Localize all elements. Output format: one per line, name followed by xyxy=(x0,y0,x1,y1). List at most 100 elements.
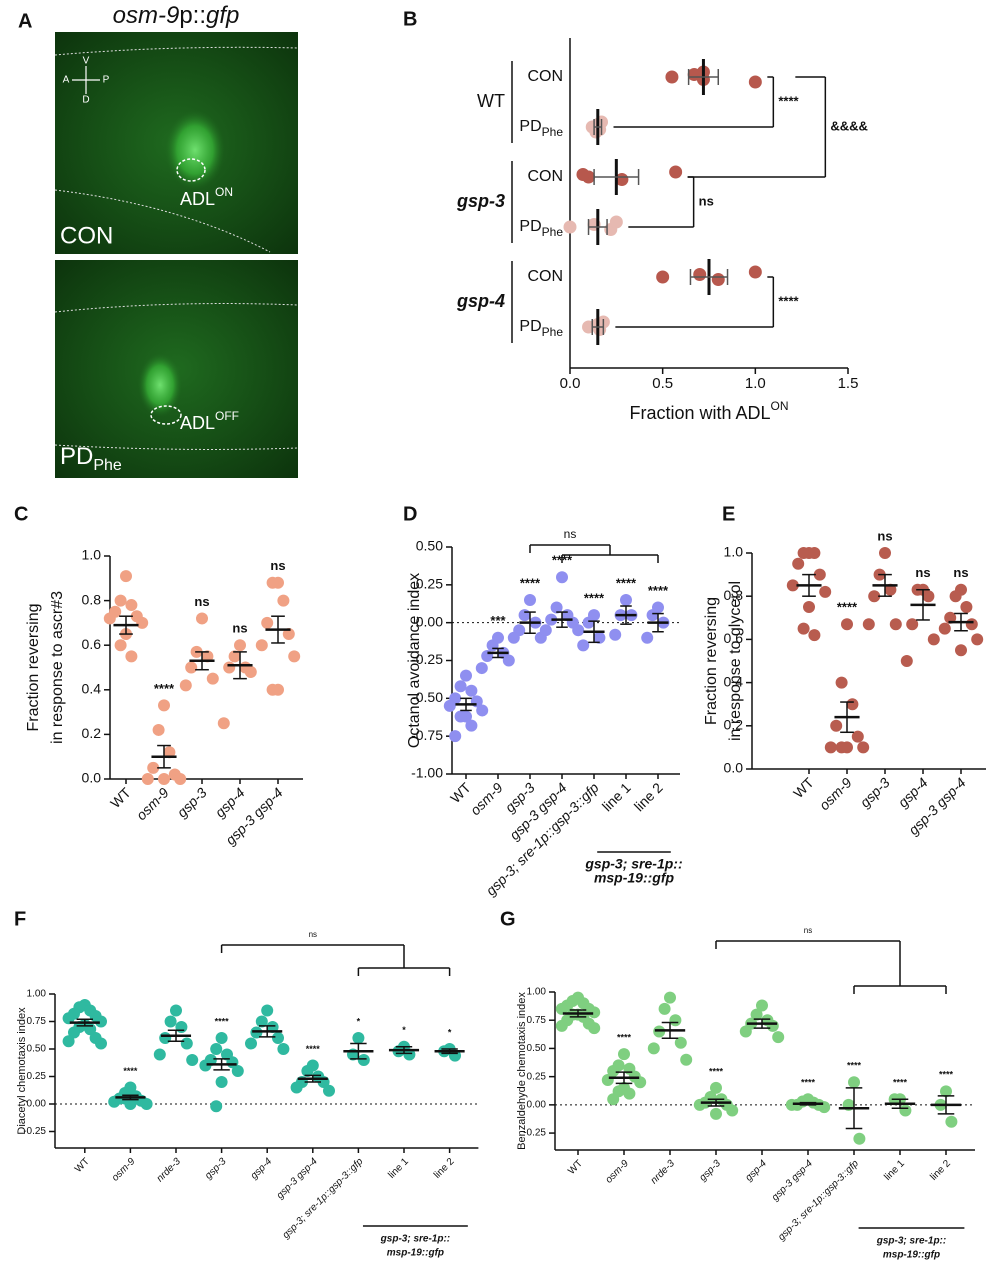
data-point xyxy=(766,1019,779,1032)
data-point xyxy=(577,639,590,652)
x-tick-label: gsp-4 xyxy=(744,1158,770,1184)
x-tick-label: gsp-3 xyxy=(698,1158,724,1184)
data-point xyxy=(656,270,670,284)
comparison-label: ns xyxy=(309,930,317,939)
data-point xyxy=(879,547,891,559)
data-point xyxy=(971,633,984,646)
data-point xyxy=(141,773,154,785)
x-tick-label: nrde-3 xyxy=(649,1158,678,1187)
data-point xyxy=(524,593,536,606)
data-point xyxy=(206,672,219,685)
data-point xyxy=(125,599,138,612)
data-point xyxy=(556,571,568,584)
data-point xyxy=(234,639,246,652)
row-label-text: CON xyxy=(527,268,563,285)
data-point xyxy=(889,618,902,631)
data-point xyxy=(454,710,467,723)
data-point xyxy=(601,1074,614,1087)
y-tick-label: -0.75 xyxy=(411,727,443,743)
data-point xyxy=(922,590,935,603)
comparison-label: &&&& xyxy=(830,118,868,133)
data-point xyxy=(460,669,472,682)
data-point xyxy=(255,639,268,652)
x-axis-label-text: Fraction with ADL xyxy=(629,403,770,423)
y-axis-label: Diacetyl chemotaxis index xyxy=(16,1007,28,1135)
data-point xyxy=(95,1037,107,1050)
y-tick-label: 0.8 xyxy=(82,591,102,607)
data-point xyxy=(647,1042,660,1055)
row-label-sub: Phe xyxy=(542,225,564,239)
row-label: PDPhe xyxy=(519,318,563,339)
data-point xyxy=(609,628,622,641)
x-tick-label: line 1 xyxy=(882,1158,907,1183)
data-point xyxy=(120,570,132,583)
worm-outline xyxy=(54,46,299,253)
data-point xyxy=(841,618,853,631)
data-point xyxy=(290,1081,303,1094)
group-label: gsp-4 xyxy=(456,291,505,311)
row-label-text: PD xyxy=(519,318,541,335)
y-tick-label: 1.00 xyxy=(527,987,547,998)
data-point xyxy=(443,699,456,712)
data-point xyxy=(550,601,563,614)
data-point xyxy=(147,761,160,774)
y-tick-label: -0.25 xyxy=(523,1128,546,1139)
neuron-outline xyxy=(176,158,206,182)
row-label-text: CON xyxy=(527,168,563,185)
x-tick-label: gsp-3 gsp-4 xyxy=(275,1156,320,1201)
y-tick-label: 1.0 xyxy=(724,544,744,560)
x-tick-label: gsp-3 xyxy=(203,1156,229,1182)
x-tick-label: line 1 xyxy=(599,779,634,814)
data-point xyxy=(853,1132,866,1145)
data-point xyxy=(62,1012,75,1025)
data-point xyxy=(710,1081,722,1094)
data-point xyxy=(693,268,707,281)
data-point xyxy=(288,650,301,663)
data-point xyxy=(607,1093,620,1106)
data-point xyxy=(680,1053,693,1066)
data-point xyxy=(475,662,488,675)
title-part: gfp xyxy=(206,2,239,29)
condition-name: PD xyxy=(60,443,93,470)
significance-label: ns xyxy=(953,565,968,580)
panel-letter: E xyxy=(722,503,735,525)
data-point xyxy=(231,1065,244,1077)
data-point xyxy=(244,665,257,678)
data-point xyxy=(693,1098,706,1111)
significance-label: *** xyxy=(490,613,506,628)
data-point xyxy=(223,661,236,674)
y-tick-label: -0.25 xyxy=(23,1126,46,1137)
orientation-label: A xyxy=(63,75,70,86)
data-point xyxy=(153,1048,166,1061)
fluorescence xyxy=(138,353,182,417)
y-tick-label: 0.0 xyxy=(724,760,744,776)
data-point xyxy=(938,622,951,635)
y-tick-label: 0.25 xyxy=(527,1071,547,1082)
data-point xyxy=(175,1021,188,1033)
panel-letter: C xyxy=(14,503,28,525)
data-point xyxy=(906,618,919,631)
significance-label: **** xyxy=(893,1078,908,1088)
data-point xyxy=(576,168,590,181)
data-point xyxy=(158,773,170,785)
comparison-label: **** xyxy=(778,293,799,308)
data-point xyxy=(140,1098,153,1110)
data-point xyxy=(949,590,962,603)
row-label-sub: Phe xyxy=(542,325,564,339)
row-label: CON xyxy=(527,168,563,185)
neuron-outline xyxy=(150,405,182,425)
data-point xyxy=(228,650,241,663)
significance-label: **** xyxy=(215,1016,230,1026)
data-point xyxy=(352,1032,365,1044)
neuron-name: ADL xyxy=(180,413,215,433)
significance-label: **** xyxy=(123,1066,138,1076)
row-label: CON xyxy=(527,68,563,85)
data-point xyxy=(215,1076,228,1088)
y-tick-label: -0.50 xyxy=(411,689,443,705)
data-point xyxy=(846,698,859,711)
row-label-text: PD xyxy=(519,218,541,235)
data-point xyxy=(669,165,683,179)
data-point xyxy=(835,741,848,754)
significance-label: ns xyxy=(270,558,285,573)
data-point xyxy=(539,624,552,637)
